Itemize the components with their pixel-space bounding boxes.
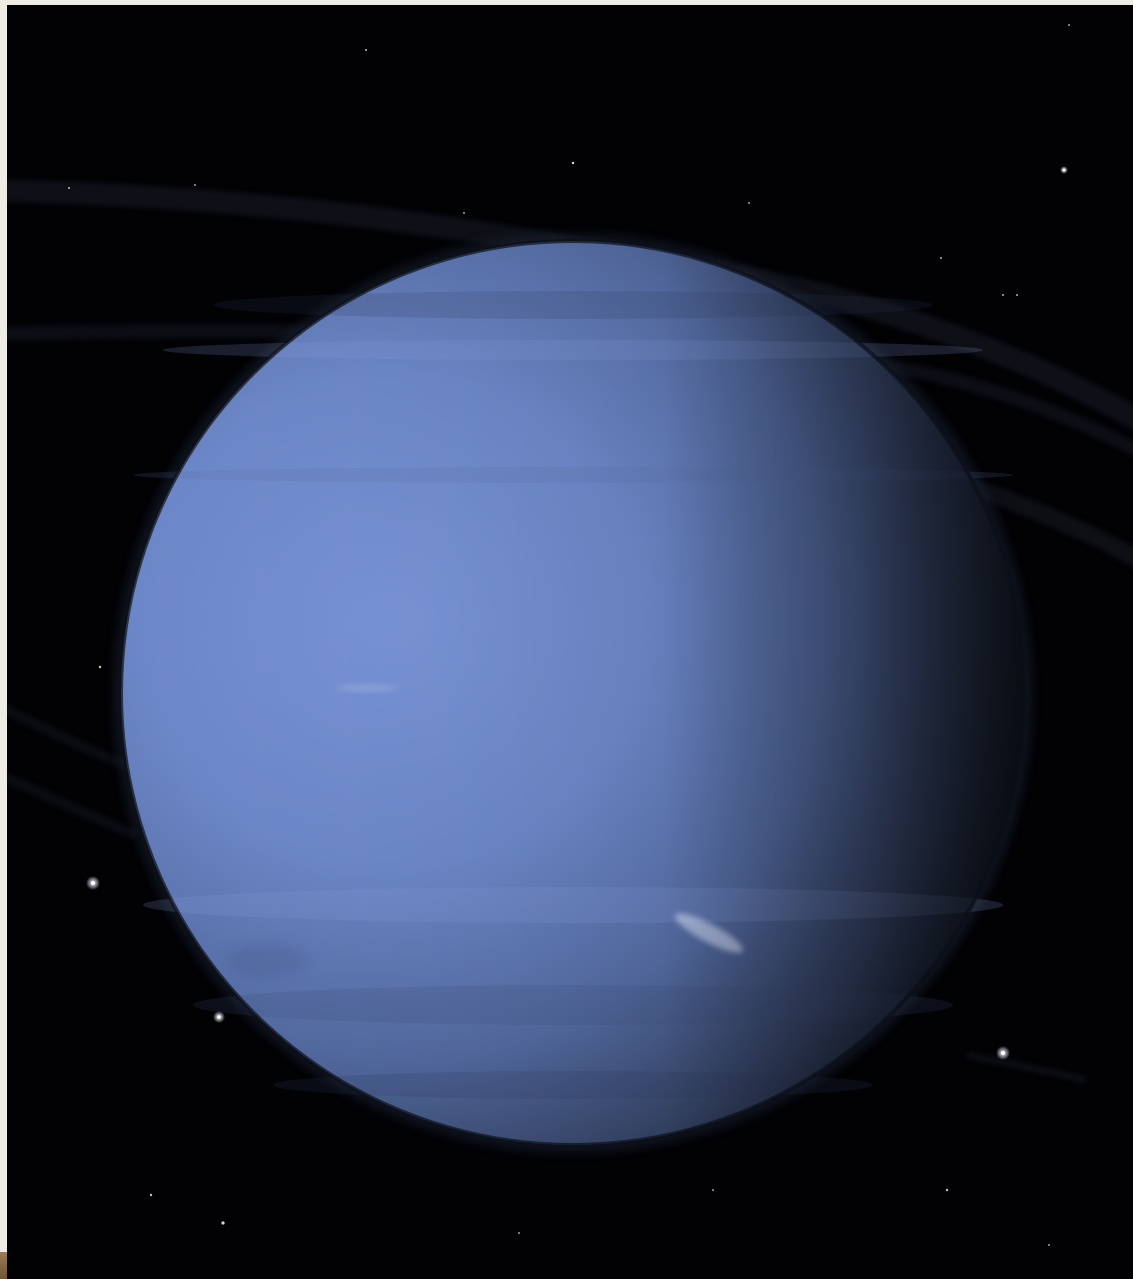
star-icon [91,881,95,885]
star-icon [463,212,465,214]
star-icon [217,1015,221,1019]
corner-strip [0,1252,7,1279]
star-icon [748,202,750,204]
image-viewport [7,5,1133,1279]
star-icon [1048,1244,1050,1246]
star-icon [1062,168,1066,172]
star-icon [571,161,575,165]
ring-band-bottom-right [966,1052,1088,1083]
star-icon [1016,294,1018,296]
star-icon [98,665,102,669]
star-icon [940,257,942,259]
ring-band-lower [963,476,1133,568]
star-icon [1068,24,1070,26]
planet-terminator-shadow [121,241,1025,1145]
star-field [68,24,1070,1246]
star-icon [518,1232,520,1234]
star-icon [221,1221,225,1225]
space-scene [7,24,1133,1246]
star-icon [1001,1051,1005,1055]
star-icon [945,1188,949,1192]
planet-limb [119,239,1027,1147]
star-icon [149,1193,153,1197]
ring-band-left [7,704,139,840]
star-icon [712,1189,714,1191]
star-icon [365,49,367,51]
star-icon [1002,294,1004,296]
planet-neptune-icon [115,235,1031,1151]
star-icon [68,187,70,189]
star-icon [194,184,196,186]
